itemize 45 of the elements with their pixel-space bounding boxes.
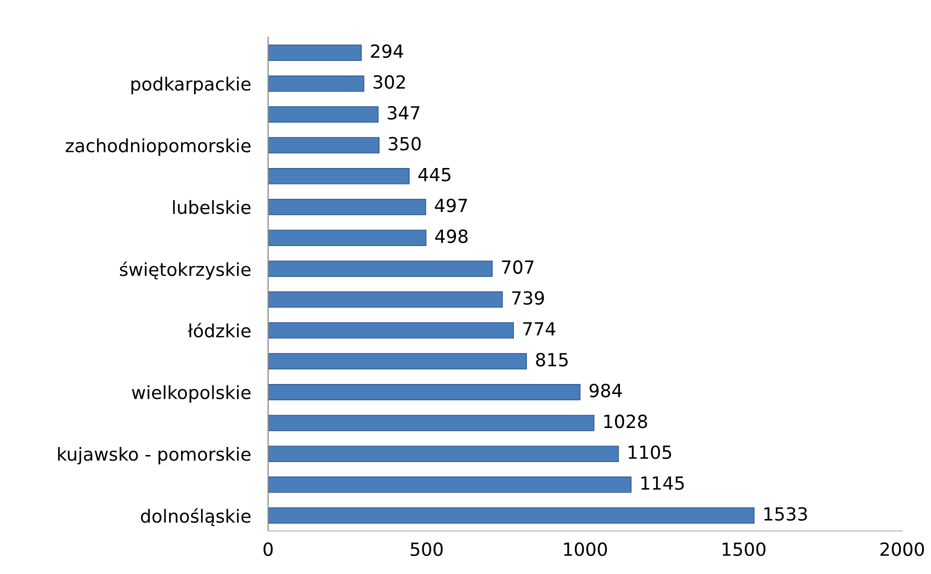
bar — [268, 260, 493, 277]
y-tick-label: świętokrzyskie — [120, 261, 251, 280]
y-tick-label: podkarpackie — [131, 76, 250, 94]
bar — [268, 75, 364, 92]
y-tick-label: łódzkie — [188, 322, 250, 338]
x-tick-label: 1000 — [564, 542, 607, 556]
data-label: 707 — [502, 260, 534, 274]
data-label: 1145 — [641, 476, 684, 490]
bar — [268, 446, 619, 462]
bar — [268, 384, 580, 400]
x-tick-label: 1500 — [722, 542, 766, 556]
bar — [268, 322, 514, 339]
bar — [268, 291, 503, 308]
bar — [268, 198, 426, 216]
y-tick-label: kujawsko - pomorskie — [58, 446, 251, 464]
data-label: 498 — [435, 229, 468, 244]
data-label: 1533 — [764, 507, 807, 521]
y-tick-label: dolnośląskie — [140, 508, 250, 526]
y-tick-label: wielkopolskie — [132, 385, 250, 403]
bar — [268, 414, 594, 432]
data-label: 294 — [370, 44, 404, 58]
x-tick-label: 2000 — [880, 542, 924, 556]
data-label: 1105 — [628, 445, 672, 460]
data-label: 347 — [388, 106, 420, 120]
data-label: 739 — [512, 291, 544, 305]
data-label: 984 — [590, 384, 622, 398]
data-label: 815 — [536, 352, 568, 366]
y-tick-label: lubelskie — [173, 200, 250, 214]
bar — [268, 507, 755, 524]
data-label: 302 — [374, 75, 405, 89]
data-label: 774 — [523, 322, 556, 336]
data-label: 445 — [418, 168, 450, 182]
bar — [268, 476, 632, 493]
bar — [268, 230, 426, 246]
x-tick-label: 500 — [410, 542, 443, 556]
bar — [268, 44, 362, 61]
data-label: 1028 — [604, 414, 648, 428]
data-label: 350 — [388, 136, 421, 151]
bar — [268, 106, 379, 123]
data-label: 497 — [434, 198, 467, 212]
bar — [268, 168, 410, 184]
bar — [268, 353, 527, 370]
bar — [268, 137, 380, 154]
y-tick-label: zachodniopomorskie — [66, 138, 250, 156]
x-tick-label: 0 — [264, 542, 273, 556]
